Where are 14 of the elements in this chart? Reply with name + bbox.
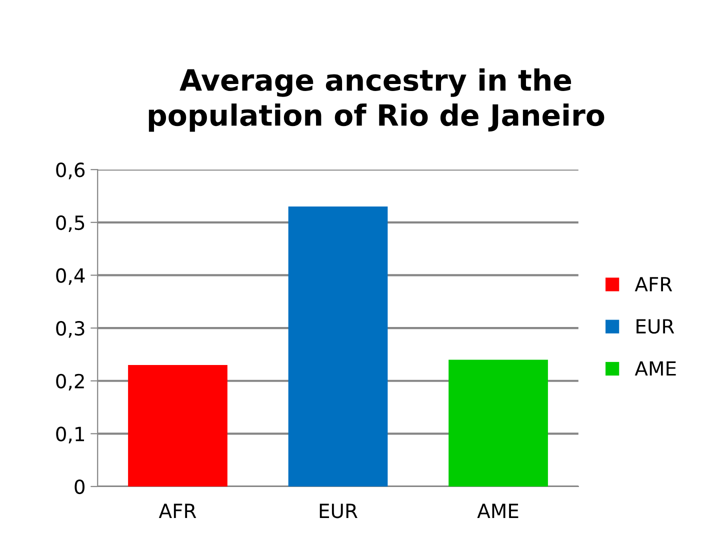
y-tick-label: 0,2 [56, 374, 84, 391]
y-tick-label: 0,5 [56, 215, 84, 232]
y-tick-label: 0,6 [56, 162, 85, 180]
legend-label: AME [634, 361, 676, 376]
x-tick-label: AME [477, 504, 518, 518]
legend-label: AFR [634, 277, 672, 292]
x-tick-label: EUR [320, 504, 358, 518]
legend-label: EUR [636, 319, 674, 334]
y-tick-label: 0,3 [56, 320, 84, 338]
y-tick-label: 0,1 [56, 426, 84, 444]
chart-title: Average ancestry in the population of Rio de Janeiro [148, 68, 604, 132]
x-tick-label: AFR [158, 504, 196, 518]
y-tick-label: 0,4 [56, 268, 85, 285]
y-tick-label: 0 [74, 479, 85, 494]
